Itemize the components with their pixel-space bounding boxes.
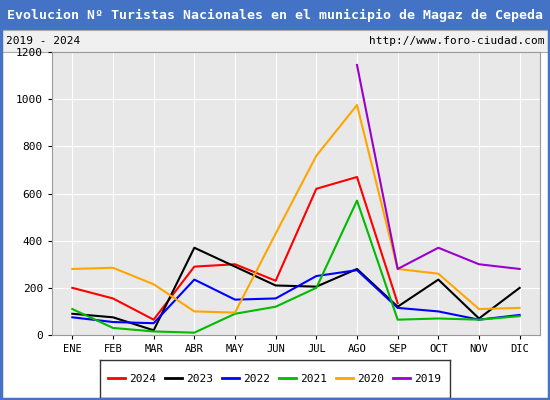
Text: 2019 - 2024: 2019 - 2024 xyxy=(6,36,80,46)
Legend: 2024, 2023, 2022, 2021, 2020, 2019: 2024, 2023, 2022, 2021, 2020, 2019 xyxy=(104,370,446,388)
Text: Evolucion Nº Turistas Nacionales en el municipio de Magaz de Cepeda: Evolucion Nº Turistas Nacionales en el m… xyxy=(7,8,543,22)
Text: http://www.foro-ciudad.com: http://www.foro-ciudad.com xyxy=(369,36,544,46)
